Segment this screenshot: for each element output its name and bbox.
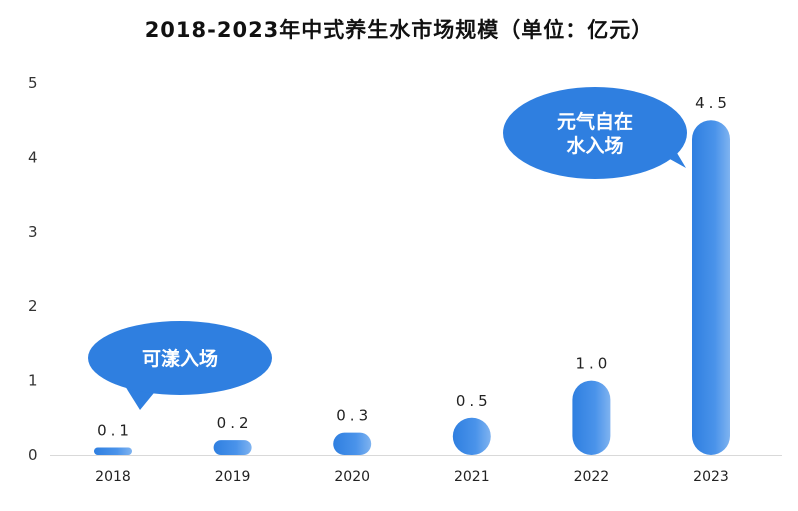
x-axis: 2018 2019 2020 2021 2022 2023 [95,469,729,485]
y-tick-label: 5 [28,74,38,92]
y-tick-label: 1 [28,372,38,390]
annotation-text: 元气自在 [557,110,633,133]
bar-series [94,120,730,455]
bar [572,380,611,455]
bar [692,120,730,455]
x-tick-label: 2022 [574,469,610,485]
y-tick-label: 3 [28,223,38,241]
data-label: 0.1 [97,422,133,440]
bar [452,417,491,455]
y-tick-label: 0 [28,446,38,464]
bubble-shape [88,321,272,395]
x-tick-label: 2019 [215,469,251,485]
x-tick-label: 2023 [693,469,729,485]
annotation-text: 水入场 [566,135,623,157]
data-label: 0.5 [456,392,492,410]
annotation-text: 可漾入场 [142,347,218,370]
bubble-shape [503,87,687,179]
x-tick-label: 2021 [454,469,490,485]
x-tick-label: 2018 [95,469,131,485]
y-tick-label: 2 [28,297,38,315]
bar [333,432,372,455]
data-label: 0.2 [217,414,253,432]
y-axis: 0 1 2 3 4 5 [28,74,38,464]
data-label: 4.5 [695,94,731,112]
bar [213,440,252,455]
data-label: 0.3 [336,407,372,425]
y-tick-label: 4 [28,148,38,166]
data-labels: 0.1 0.2 0.3 0.5 1.0 4.5 [97,94,731,440]
annotation-bubble: 可漾入场 [88,321,272,410]
bar [94,447,132,455]
chart-title: 2018-2023年中式养生水市场规模（单位：亿元） [144,18,654,42]
x-tick-label: 2020 [334,469,370,485]
data-label: 1.0 [575,355,611,373]
